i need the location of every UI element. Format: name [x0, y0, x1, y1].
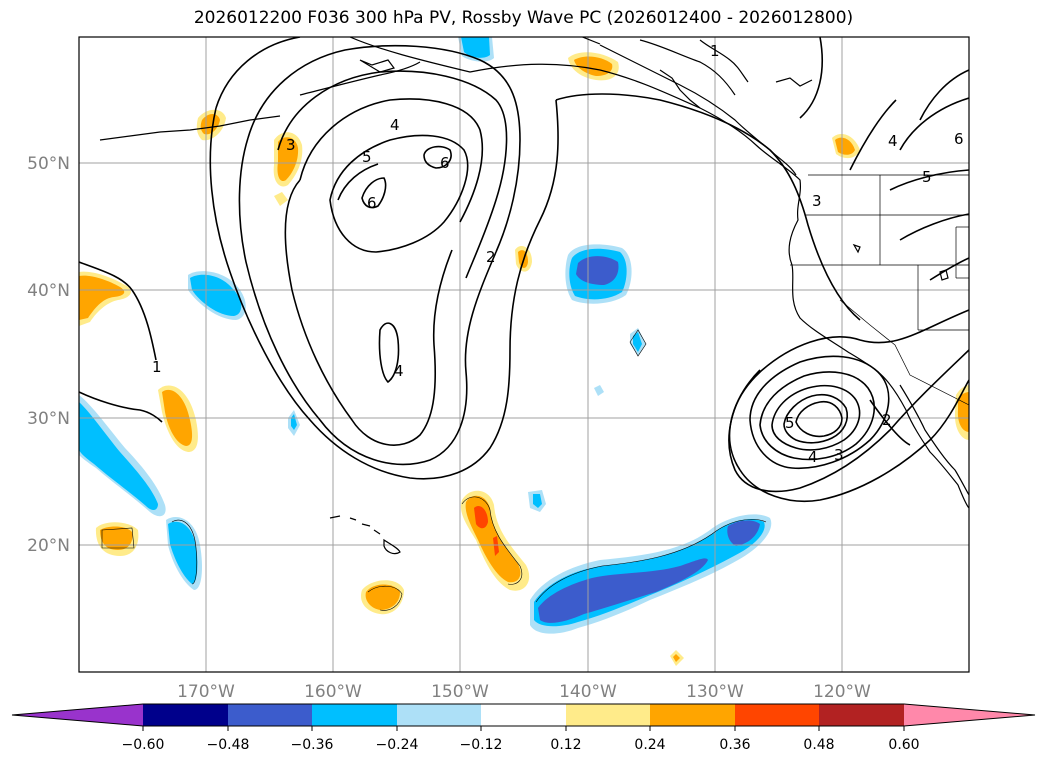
lon-label-170w: 170°W [177, 682, 235, 702]
lon-label-150w: 150°W [431, 682, 489, 702]
contour-label-3: 3 [286, 136, 296, 154]
contour-label-3: 3 [812, 192, 822, 210]
contour-label-4: 4 [394, 362, 404, 380]
contour-label-4: 4 [808, 448, 818, 466]
lon-label-120w: 120°W [813, 682, 871, 702]
lon-label-140w: 140°W [559, 682, 617, 702]
contour-label-5: 5 [922, 168, 932, 186]
contour-label-2: 2 [486, 248, 496, 266]
colorbar-bin [566, 704, 650, 726]
lat-label-50n: 50°N [27, 154, 70, 174]
anomaly-outlines [101, 329, 767, 611]
political-borders [790, 174, 969, 406]
colorbar-ticks [142, 726, 905, 731]
colorbar: −0.60 −0.48 −0.36 −0.24 −0.12 0.12 0.24 … [11, 703, 1036, 753]
contour-label-5: 5 [362, 148, 372, 166]
colorbar-tick-label: 0.24 [634, 737, 665, 753]
rossby-wave-contours [79, 37, 969, 502]
contour-label-3: 3 [834, 446, 844, 464]
contour-label-1: 1 [710, 42, 720, 60]
colorbar-bin [228, 704, 312, 726]
colorbar-tick-label: −0.36 [291, 737, 334, 753]
contour-label-6: 6 [367, 194, 377, 212]
map-title: 2026012200 F036 300 hPa PV, Rossby Wave … [193, 8, 854, 28]
lat-label-30n: 30°N [27, 409, 70, 429]
negative-anomaly-shading [79, 37, 772, 634]
colorbar-bin [481, 704, 566, 726]
contour-label-6: 6 [440, 154, 450, 172]
colorbar-extend-high [904, 704, 1035, 726]
contour-label-4: 4 [888, 132, 898, 150]
colorbar-tick-label: −0.48 [207, 737, 250, 753]
colorbar-extend-low [12, 704, 143, 726]
colorbar-tick-label: −0.24 [376, 737, 419, 753]
contour-label-4: 4 [390, 116, 400, 134]
lon-label-130w: 130°W [686, 682, 744, 702]
colorbar-tick-label: −0.12 [460, 737, 503, 753]
colorbar-tick-label: 0.60 [888, 737, 919, 753]
colorbar-tick-label: 0.36 [719, 737, 750, 753]
colorbar-tick-label: −0.60 [122, 737, 165, 753]
colorbar-bin [143, 704, 228, 726]
graticule [79, 37, 969, 672]
colorbar-bin [819, 704, 904, 726]
colorbar-tick-label: 0.12 [550, 737, 581, 753]
contour-label-6: 6 [954, 130, 964, 148]
colorbar-bin [650, 704, 735, 726]
contour-label-1: 1 [152, 358, 162, 376]
colorbar-tick-label: 0.48 [803, 737, 834, 753]
colorbar-bin [397, 704, 481, 726]
lat-label-20n: 20°N [27, 536, 70, 556]
colorbar-bin [735, 704, 819, 726]
contour-label-group: 1 1 2 2 3 3 3 4 4 4 4 5 5 5 6 6 6 [152, 42, 964, 466]
map-frame [78, 36, 970, 673]
lat-label-40n: 40°N [27, 281, 70, 301]
contour-label-5: 5 [785, 414, 795, 432]
contour-label-2: 2 [882, 411, 892, 429]
lon-label-160w: 160°W [304, 682, 362, 702]
map-area: 1 1 2 2 3 3 3 4 4 4 4 5 5 5 6 6 6 [79, 37, 969, 672]
colorbar-bin [312, 704, 397, 726]
